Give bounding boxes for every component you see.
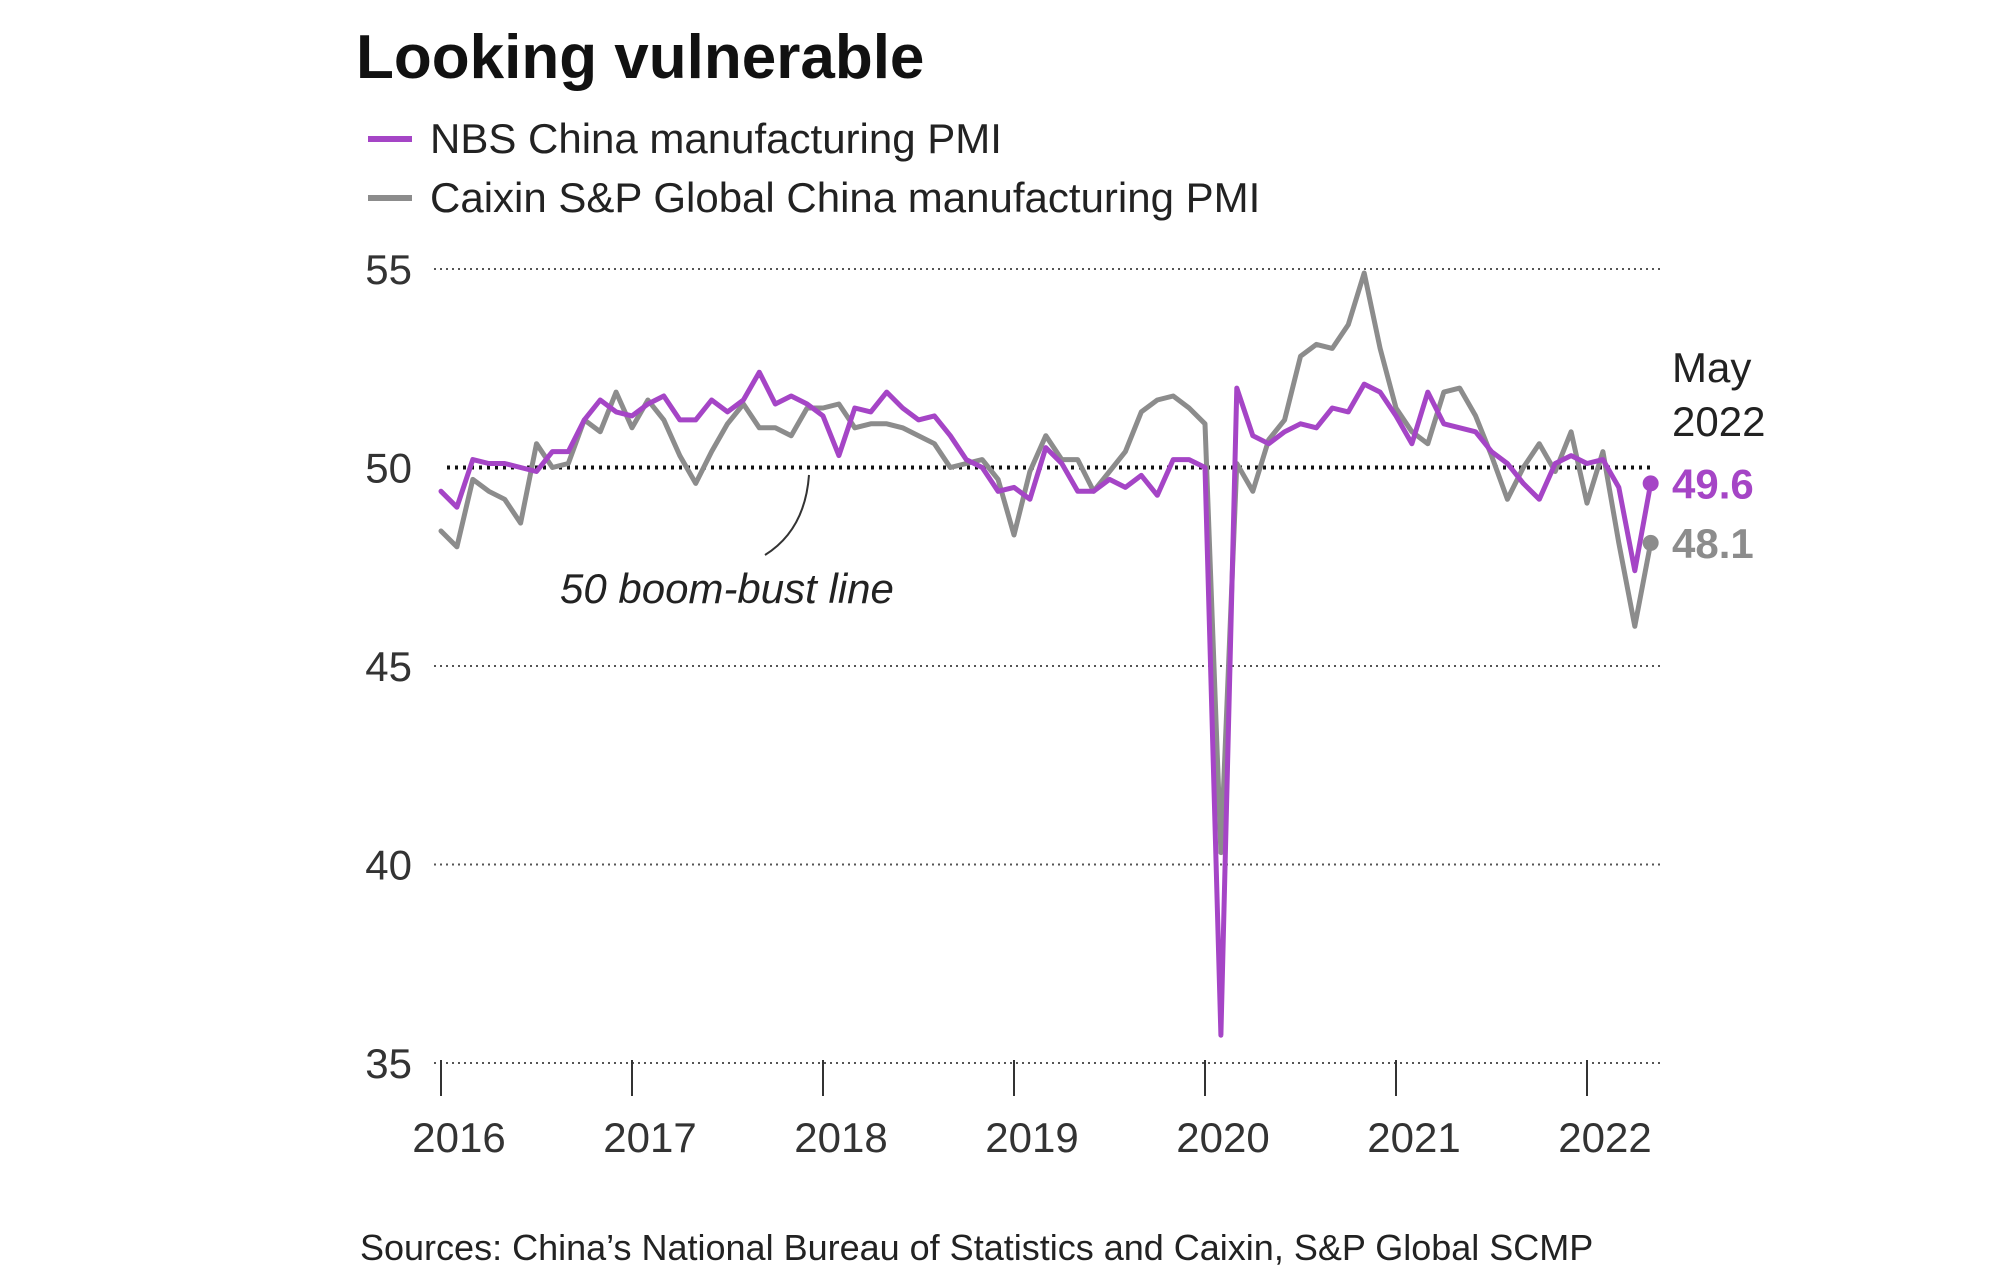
end-value-caixin: 48.1 (1672, 520, 1754, 567)
legend-label-nbs: NBS China manufacturing PMI (430, 115, 1002, 162)
y-tick-label: 50 (365, 445, 412, 492)
y-tick-label: 35 (365, 1040, 412, 1087)
end-label-year: 2022 (1672, 398, 1765, 445)
series-lines (438, 270, 1659, 1038)
y-tick-label: 45 (365, 643, 412, 690)
chart-title: Looking vulnerable (356, 23, 924, 92)
x-tick-label: 2017 (603, 1114, 696, 1161)
series-endpoint-nbs (1642, 475, 1659, 492)
x-tick-label: 2016 (412, 1114, 505, 1161)
series-endpoint-caixin (1642, 534, 1659, 551)
series-line-nbs (438, 369, 1654, 1038)
x-tick-label: 2022 (1558, 1114, 1651, 1161)
boom-bust-label: 50 boom-bust line (560, 565, 894, 612)
x-axis: 2016 2017 2018 2019 2020 2021 2022 (412, 1060, 1652, 1161)
end-label-month: May (1672, 344, 1751, 391)
boom-bust-leader (764, 474, 810, 556)
x-tick-label: 2020 (1176, 1114, 1269, 1161)
end-value-nbs: 49.6 (1672, 460, 1754, 507)
y-tick-label: 40 (365, 842, 412, 889)
series-line-caixin (438, 270, 1654, 856)
x-tick-label: 2019 (985, 1114, 1078, 1161)
legend-label-caixin: Caixin S&P Global China manufacturing PM… (430, 174, 1260, 221)
x-tick-label: 2018 (794, 1114, 887, 1161)
gridlines (434, 268, 1662, 1064)
source-note: Sources: China’s National Bureau of Stat… (360, 1227, 1593, 1268)
x-tick-label: 2021 (1367, 1114, 1460, 1161)
y-tick-label: 55 (365, 246, 412, 293)
end-labels: May 2022 49.6 48.1 (1672, 344, 1765, 567)
y-axis: 35 40 45 50 55 (365, 246, 412, 1087)
boom-bust-reference: 50 boom-bust line (447, 465, 1652, 612)
legend: NBS China manufacturing PMI Caixin S&P G… (368, 115, 1260, 221)
